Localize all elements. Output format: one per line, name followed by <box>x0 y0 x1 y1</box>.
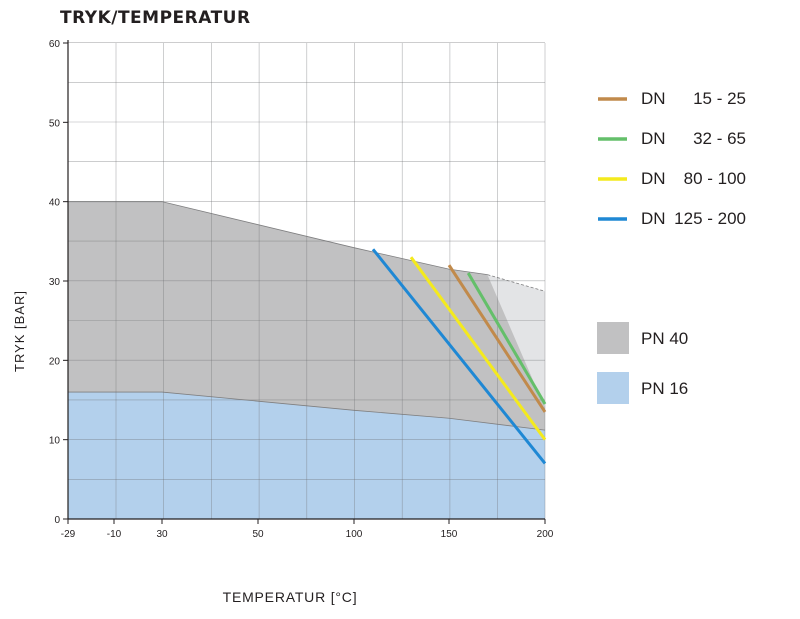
legend-label-range: 32 - 65 <box>693 129 746 148</box>
legend-label-range: 125 - 200 <box>674 209 746 228</box>
legend-label-dn: DN <box>641 129 666 148</box>
x-axis-label: TEMPERATUR [°C] <box>223 589 358 605</box>
y-tick-label: 0 <box>54 515 60 526</box>
x-tick-label: 150 <box>441 529 458 540</box>
legend: DN 15 - 25 DN 32 - 65 DN 80 - 100 DN 125 - 200 P… <box>597 89 746 404</box>
series-line-0 <box>447 264 547 413</box>
area-pn16-outline <box>68 391 546 431</box>
legend-label-range: 15 - 25 <box>693 89 746 108</box>
x-tick-label: -10 <box>107 529 122 540</box>
series-line-3 <box>371 248 547 465</box>
x-tick-label: 50 <box>252 529 264 540</box>
legend-area-label: PN 16 <box>641 379 688 398</box>
x-tick-label: 30 <box>156 529 168 540</box>
x-tick-label: 200 <box>537 529 554 540</box>
legend-label-dn: DN <box>641 169 666 188</box>
legend-area-label: PN 40 <box>641 329 688 348</box>
legend-label-dn: DN <box>641 209 666 228</box>
y-axis-label: TRYK [BAR] <box>12 290 27 372</box>
x-tick-label: -29 <box>61 529 76 540</box>
y-tick-label: 30 <box>49 277 61 288</box>
legend-area-swatch <box>597 372 629 404</box>
legend-label-range: 80 - 100 <box>684 169 746 188</box>
series-line-2 <box>409 256 547 441</box>
chart-title: TRYK/TEMPERATUR <box>60 8 251 28</box>
x-tick-label: 100 <box>346 529 363 540</box>
legend-area-swatch <box>597 322 629 354</box>
series-line-1 <box>466 272 547 405</box>
axes-layer: 0 10 20 30 40 50 60 -29 -10 30 50 100 150 200 <box>49 39 554 540</box>
legend-label-dn: DN <box>641 89 666 108</box>
y-tick-label: 60 <box>49 39 61 50</box>
y-tick-label: 40 <box>49 198 61 209</box>
series-layer <box>371 248 547 465</box>
y-tick-label: 10 <box>49 436 61 447</box>
y-tick-label: 50 <box>49 118 61 129</box>
y-tick-label: 20 <box>49 356 61 367</box>
